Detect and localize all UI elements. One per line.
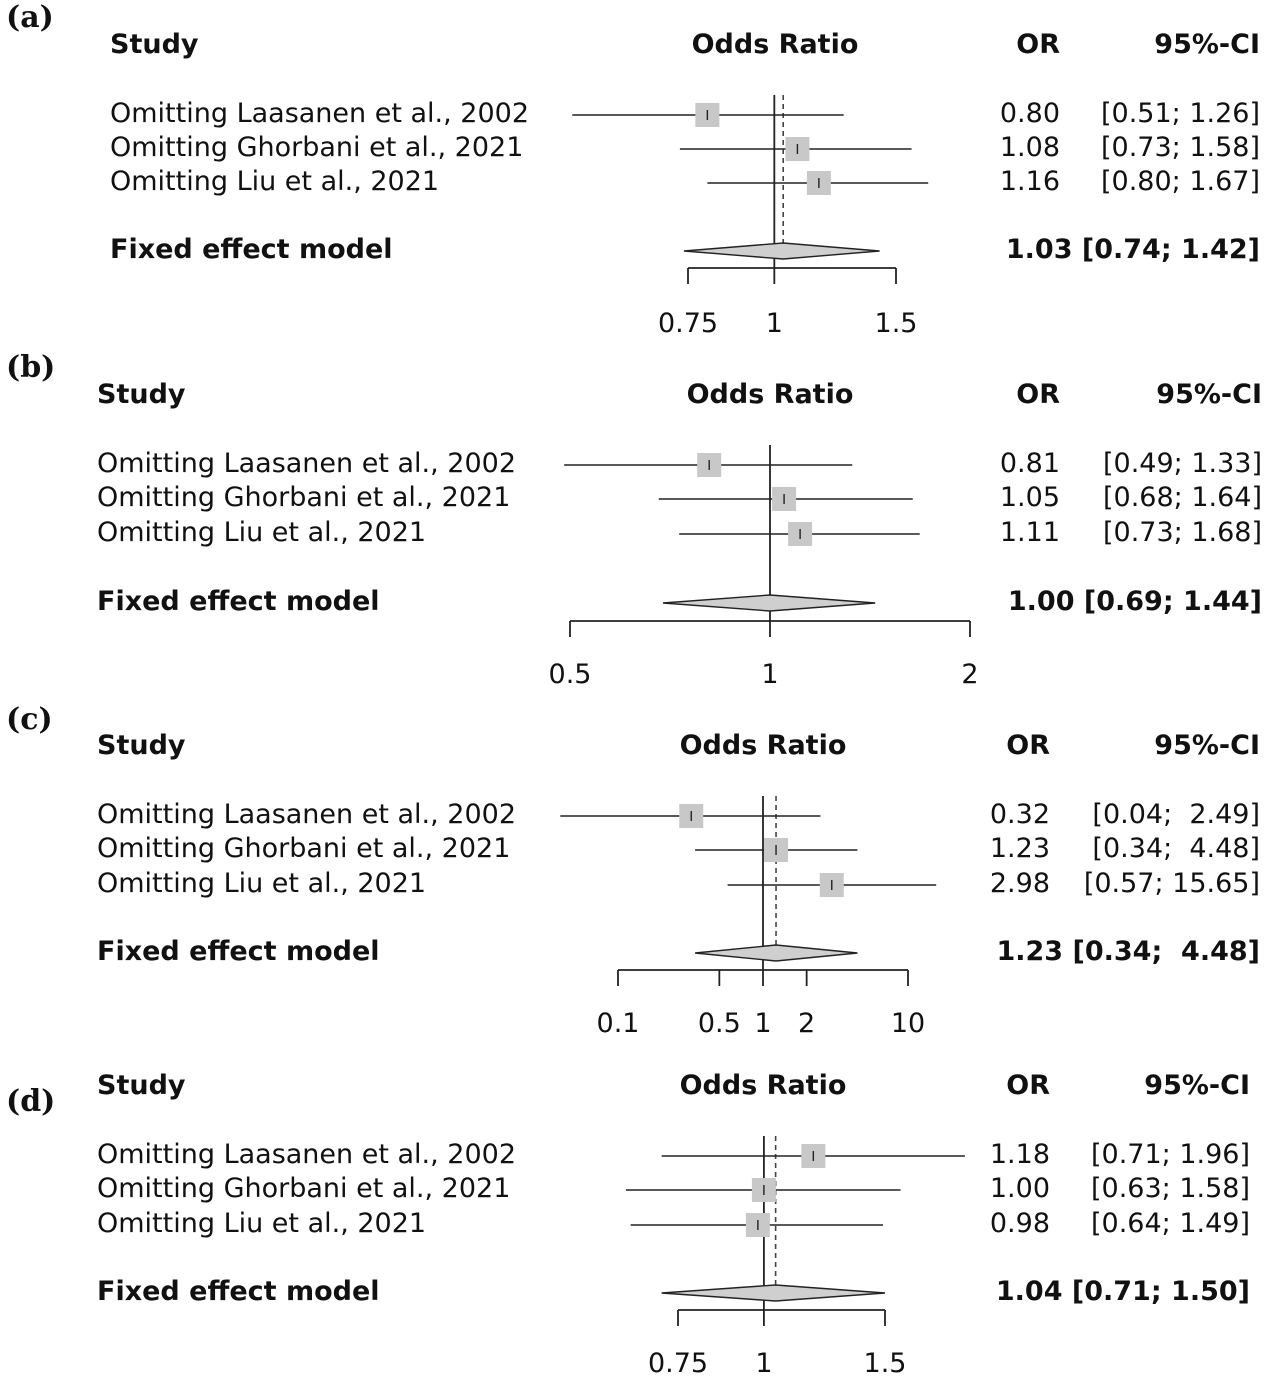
effect-header: Odds Ratio: [691, 29, 859, 60]
x-tick-label: 1: [766, 308, 783, 339]
or-header: OR: [1006, 1070, 1050, 1101]
effect-header: Odds Ratio: [686, 379, 854, 410]
summary-diamond: [694, 944, 858, 962]
study-label: Omitting Laasanen et al., 2002: [110, 98, 530, 129]
x-tick-label: 2: [798, 1008, 815, 1039]
ci-value: [0.51; 1.26]: [1101, 98, 1260, 129]
summary-label: Fixed effect model: [97, 1276, 380, 1307]
ci-value: [0.80; 1.67]: [1101, 166, 1260, 197]
study-label: Omitting Liu et al., 2021: [97, 868, 427, 899]
ci-value: [0.68; 1.64]: [1103, 482, 1262, 513]
x-tick-label: 0.5: [698, 1008, 741, 1039]
summary-label: Fixed effect model: [97, 586, 380, 617]
or-value: 2.98: [989, 868, 1050, 899]
ci-header: 95%-CI: [1144, 1070, 1250, 1101]
or-value: 1.23: [989, 833, 1050, 864]
study-label: Omitting Liu et al., 2021: [97, 1208, 427, 1239]
x-tick-label: 1.5: [864, 1348, 907, 1379]
ci-value: [0.57; 15.65]: [1083, 868, 1260, 899]
effect-header: Odds Ratio: [679, 1070, 847, 1101]
summary-value: 1.03 [0.74; 1.42]: [1005, 234, 1260, 265]
x-tick-label: 0.75: [648, 1348, 708, 1379]
x-tick-label: 0.75: [658, 308, 718, 339]
panel-label: (b): [6, 350, 56, 385]
study-label: Omitting Liu et al., 2021: [97, 517, 427, 548]
study-label: Omitting Ghorbani et al., 2021: [97, 482, 511, 513]
summary-value: 1.04 [0.71; 1.50]: [995, 1276, 1250, 1307]
or-value: 0.98: [989, 1208, 1050, 1239]
panel-label: (d): [6, 1084, 56, 1119]
study-header: Study: [110, 29, 199, 60]
x-tick-label: 0.5: [549, 659, 592, 690]
summary-label: Fixed effect model: [97, 936, 380, 967]
x-tick-label: 1.5: [875, 308, 918, 339]
forest-plot-area: 0.5 1 2: [549, 445, 979, 690]
ci-header: 95%-CI: [1154, 29, 1260, 60]
ci-header: 95%-CI: [1156, 379, 1262, 410]
study-label: Omitting Laasanen et al., 2002: [97, 799, 517, 830]
or-value: 1.18: [989, 1139, 1050, 1170]
study-label: Omitting Ghorbani et al., 2021: [97, 833, 511, 864]
or-value: 0.80: [999, 98, 1060, 129]
or-header: OR: [1016, 379, 1060, 410]
forest-plot-area: 0.75 1 1.5: [572, 95, 929, 339]
or-header: OR: [1016, 29, 1060, 60]
x-tick-label: 1: [761, 659, 778, 690]
x-tick-label: 2: [961, 659, 978, 690]
panel-label: (c): [6, 702, 53, 737]
summary-diamond: [661, 1284, 886, 1302]
x-tick-label: 1: [755, 1348, 772, 1379]
forest-panel: (c) Study Odds Ratio OR 95%-CI Omitting Laasa…: [0, 700, 1280, 1048]
forest-panel: (d) Study Odds Ratio OR 95%-CI Omitting Laasa…: [0, 1040, 1280, 1388]
x-tick-label: 0.1: [597, 1008, 640, 1039]
x-tick-label: 1: [754, 1008, 771, 1039]
summary-value: 1.23 [0.34; 4.48]: [996, 936, 1260, 967]
or-value: 1.00: [989, 1173, 1050, 1204]
summary-diamond: [683, 242, 880, 260]
ci-value: [0.73; 1.68]: [1103, 517, 1262, 548]
forest-plot-area: 0.1 0.5 1 2 10: [560, 796, 937, 1039]
study-label: Omitting Liu et al., 2021: [110, 166, 440, 197]
effect-header: Odds Ratio: [679, 730, 847, 761]
forest-panel: (b) Study Odds Ratio OR 95%-CI Omitting Laasa…: [0, 350, 1280, 698]
study-label: Omitting Laasanen et al., 2002: [97, 448, 517, 479]
or-value: 1.11: [999, 517, 1060, 548]
forest-plot-area: 0.75 1 1.5: [625, 1136, 965, 1379]
or-value: 0.32: [989, 799, 1050, 830]
or-value: 1.05: [999, 482, 1060, 513]
forest-panel: (a) Study Odds Ratio OR 95%-CI Omitting Laasa…: [0, 0, 1280, 348]
ci-value: [0.73; 1.58]: [1101, 132, 1260, 163]
study-header: Study: [97, 379, 186, 410]
ci-header: 95%-CI: [1154, 730, 1260, 761]
study-label: Omitting Ghorbani et al., 2021: [110, 132, 524, 163]
study-label: Omitting Ghorbani et al., 2021: [97, 1173, 511, 1204]
summary-diamond: [662, 594, 876, 612]
or-header: OR: [1006, 730, 1050, 761]
summary-label: Fixed effect model: [110, 234, 393, 265]
panel-label: (a): [6, 0, 54, 35]
ci-value: [0.71; 1.96]: [1091, 1139, 1250, 1170]
ci-value: [0.64; 1.49]: [1091, 1208, 1250, 1239]
ci-value: [0.49; 1.33]: [1103, 448, 1262, 479]
study-label: Omitting Laasanen et al., 2002: [97, 1139, 517, 1170]
or-value: 1.16: [999, 166, 1060, 197]
x-tick-label: 10: [891, 1008, 925, 1039]
ci-value: [0.34; 4.48]: [1092, 833, 1260, 864]
ci-value: [0.04; 2.49]: [1092, 799, 1260, 830]
or-value: 0.81: [999, 448, 1060, 479]
summary-value: 1.00 [0.69; 1.44]: [1007, 586, 1262, 617]
study-header: Study: [97, 730, 186, 761]
study-header: Study: [97, 1070, 186, 1101]
or-value: 1.08: [999, 132, 1060, 163]
ci-value: [0.63; 1.58]: [1091, 1173, 1250, 1204]
